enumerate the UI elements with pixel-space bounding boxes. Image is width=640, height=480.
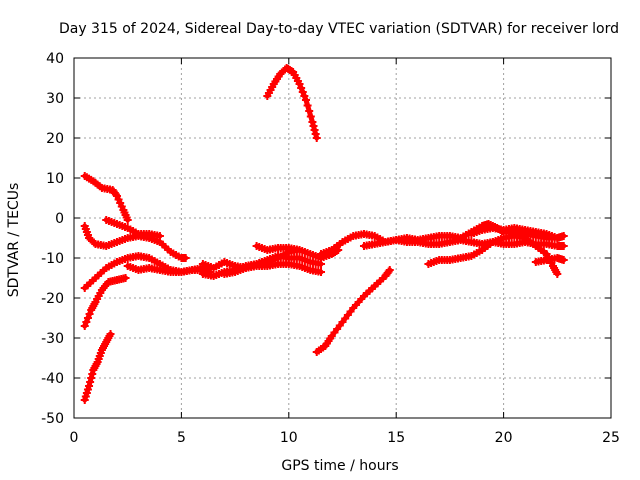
data-point: [385, 266, 394, 274]
data-point: [559, 256, 568, 264]
data-point: [295, 80, 304, 88]
y-tick-label: -40: [41, 371, 64, 387]
data-point: [317, 268, 326, 276]
data-point: [559, 232, 568, 240]
data-point: [80, 322, 89, 330]
series-arc-g: [123, 262, 207, 276]
data-point: [155, 232, 164, 240]
data-point: [298, 88, 307, 96]
data-point: [83, 314, 92, 322]
data-point: [559, 242, 568, 250]
y-tick-label: -10: [41, 251, 64, 267]
data-point: [553, 270, 562, 278]
x-tick-label: 15: [387, 430, 405, 446]
data-point: [303, 101, 312, 110]
x-tick-label: 25: [602, 430, 620, 446]
data-point: [310, 126, 319, 134]
x-axis-ticks: 0 5 10 15 20 25: [70, 58, 620, 446]
series-arc-m: [312, 266, 394, 356]
data-point: [384, 267, 393, 276]
data-point: [301, 96, 310, 104]
y-tick-label: 30: [46, 91, 64, 107]
x-tick-label: 0: [70, 430, 79, 446]
data-point: [181, 254, 190, 262]
data-point: [82, 318, 91, 326]
series-arc-f: [102, 216, 164, 240]
data-point: [308, 118, 317, 126]
data-point: [305, 107, 314, 115]
data-point: [121, 274, 130, 282]
data-point: [85, 310, 94, 318]
series-arc-j: [220, 260, 326, 278]
series-arc-p: [424, 232, 562, 278]
y-axis-label: SDTVAR / TECUs: [6, 183, 22, 298]
data-point: [85, 382, 94, 390]
data-point: [300, 92, 309, 100]
series-arc-l: [263, 64, 321, 142]
x-axis-label: GPS time / hours: [281, 458, 398, 474]
data-point: [88, 370, 97, 378]
y-tick-label: -20: [41, 291, 64, 307]
chart-title: Day 315 of 2024, Sidereal Day-to-day VTE…: [59, 21, 619, 37]
x-tick-label: 5: [177, 430, 186, 446]
x-tick-label: 20: [495, 430, 513, 446]
data-point: [123, 216, 132, 224]
data-point: [106, 330, 115, 338]
data-point: [87, 374, 96, 382]
y-tick-label: 20: [46, 131, 64, 147]
series-arc-a: [80, 172, 132, 224]
data-point: [553, 234, 562, 242]
data-point: [311, 130, 320, 138]
y-axis-ticks: -50 -40 -30 -20 -10 0 10 20 30 40: [41, 51, 611, 427]
series-arc-i: [198, 252, 326, 280]
data-point: [89, 238, 98, 247]
x-tick-label: 10: [280, 430, 298, 446]
y-tick-label: -30: [41, 331, 64, 347]
y-tick-label: 10: [46, 171, 64, 187]
data-series: [80, 64, 568, 404]
series-arc-q: [467, 224, 562, 242]
series-arc-r: [531, 254, 568, 266]
data-point: [312, 134, 321, 142]
data-point: [297, 84, 306, 92]
data-point: [306, 112, 315, 121]
data-point: [111, 190, 120, 199]
series-arc-e: [80, 330, 115, 404]
y-tick-label: -50: [41, 411, 64, 427]
y-tick-label: 0: [55, 211, 64, 227]
y-tick-label: 40: [46, 51, 64, 67]
data-point: [309, 122, 318, 130]
series-arc-d: [80, 274, 130, 330]
plot-frame: [73, 57, 612, 419]
data-point: [86, 378, 95, 386]
